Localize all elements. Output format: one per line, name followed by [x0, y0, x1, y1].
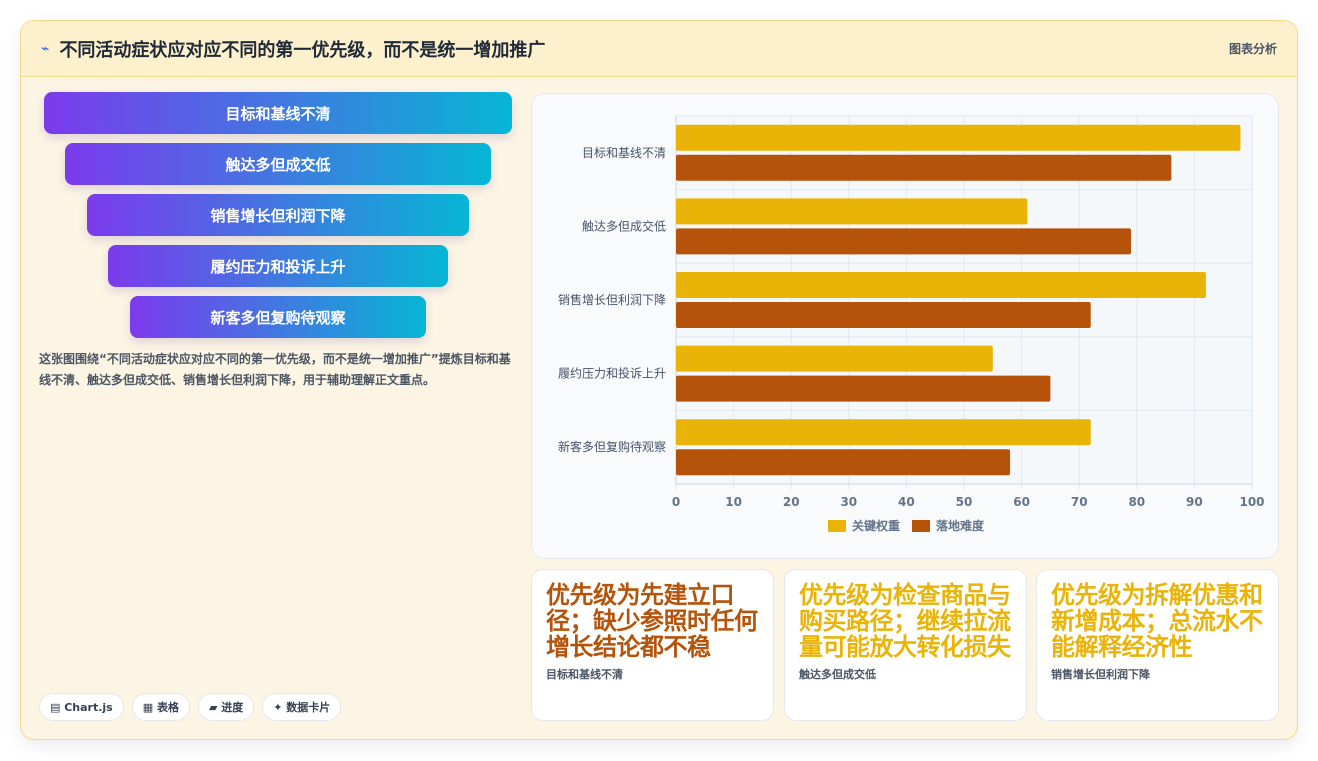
legend-label: 关键权重 [852, 518, 900, 533]
legend-swatch [912, 520, 930, 532]
bar-difficulty [676, 154, 1172, 181]
x-tick-label: 100 [1239, 495, 1264, 509]
y-tick-label: 新客多但复购待观察 [558, 439, 666, 454]
bar-difficulty [676, 375, 1051, 402]
x-tick-label: 40 [898, 495, 915, 509]
x-tick-label: 90 [1186, 495, 1203, 509]
stat-value-1: 优先级为先建立口径；缺少参照时任何增长结论都不稳 [546, 581, 758, 661]
y-tick-label: 触达多但成交低 [582, 218, 666, 233]
chip-data-cards[interactable]: ✦ 数据卡片 [262, 693, 342, 721]
funnel-step-3: 销售增长但利润下降 [87, 194, 469, 236]
stat-label-1: 目标和基线不清 [546, 668, 623, 681]
chip-progress[interactable]: ▰ 进度 [197, 693, 255, 721]
bar-difficulty [676, 449, 1011, 476]
x-tick-label: 80 [1128, 495, 1145, 509]
x-tick-label: 50 [956, 495, 973, 509]
x-tick-label: 30 [840, 495, 857, 509]
y-tick-label: 目标和基线不清 [582, 146, 666, 160]
legend-label: 落地难度 [936, 518, 985, 533]
bar-difficulty [676, 228, 1132, 255]
funnel-step-4: 履约压力和投诉上升 [108, 245, 448, 287]
stat-value-3: 优先级为拆解优惠和新增成本；总流水不能解释经济性 [1051, 581, 1263, 661]
bar-weight [676, 198, 1028, 225]
y-tick-label: 履约压力和投诉上升 [558, 366, 666, 381]
x-tick-label: 20 [783, 495, 800, 509]
chip-chartjs[interactable]: ▤ Chart.js [39, 693, 124, 721]
bar-weight [676, 124, 1241, 151]
legend-swatch [828, 520, 846, 532]
analysis-tag: 图表分析 [1228, 42, 1277, 56]
chart-panel: 0 10 20 30 40 50 60 70 80 90 100 目标和基线不清 触达多但成交低销售增长… [531, 93, 1279, 559]
stat-label-3: 销售增长但利润下降 [1051, 668, 1150, 681]
chip-row: ▤ Chart.js ▦ 表格 ▰ 进度 ✦ 数据卡片 [39, 693, 342, 721]
bar-weight [676, 272, 1206, 298]
page-title: 不同活动症状应对应不同的第一优先级，而不是统一增加推广 [59, 39, 546, 61]
x-tick-label: 70 [1071, 495, 1088, 509]
x-tick-label: 0 [672, 495, 680, 509]
bar-weight [676, 345, 993, 372]
x-tick-label: 60 [1013, 495, 1030, 509]
chip-table[interactable]: ▦ 表格 [131, 693, 190, 721]
stat-value-2: 优先级为检查商品与购买路径；继续拉流量可能放大转化损失 [799, 581, 1011, 661]
y-tick-label: 销售增长但利润下降 [558, 292, 666, 307]
stat-card-3: 优先级为拆解优惠和新增成本；总流水不能解释经济性 销售增长但利润下降 [1036, 569, 1279, 721]
bar-chart: 0 10 20 30 40 50 60 70 80 90 100 目标和基线不清触达多但成交低销售增长… [558, 115, 1265, 533]
chart-description: 这张图围绕“不同活动症状应对应不同的第一优先级，而不是统一增加推广”提炼目标和基… [39, 352, 511, 387]
funnel-step-1: 目标和基线不清 [44, 92, 512, 134]
pulse-icon: ⌁ [41, 40, 50, 57]
stat-card-1: 优先级为先建立口径；缺少参照时任何增长结论都不稳 目标和基线不清 [531, 569, 774, 721]
funnel-step-2: 触达多但成交低 [65, 143, 491, 185]
stat-card-2: 优先级为检查商品与购买路径；继续拉流量可能放大转化损失 触达多但成交低 [784, 569, 1027, 721]
x-tick-label: 10 [725, 495, 742, 509]
stat-label-2: 触达多但成交低 [799, 668, 876, 681]
card-header: ⌁ 不同活动症状应对应不同的第一优先级，而不是统一增加推广 图表分析 [21, 21, 1297, 77]
bar-weight [676, 419, 1091, 446]
analysis-card: ⌁ 不同活动症状应对应不同的第一优先级，而不是统一增加推广 图表分析 目标和基线… [20, 20, 1298, 740]
bar-difficulty [676, 302, 1091, 328]
funnel-step-5: 新客多但复购待观察 [130, 296, 426, 338]
